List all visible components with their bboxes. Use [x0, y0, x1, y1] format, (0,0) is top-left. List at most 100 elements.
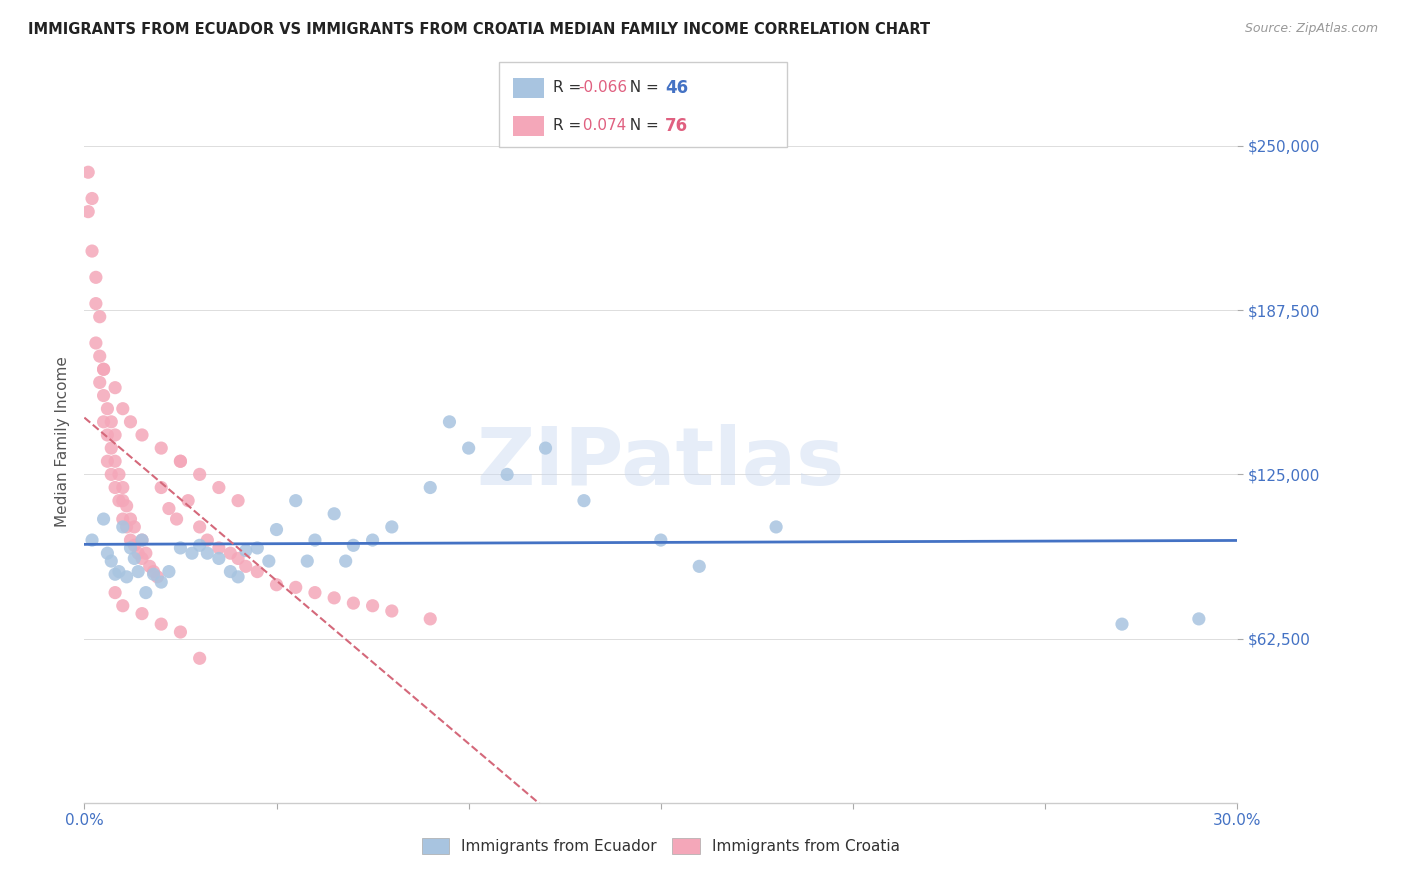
Point — [335, 554, 357, 568]
Point — [84, 270, 107, 285]
Point — [169, 454, 191, 468]
Point — [100, 467, 122, 482]
Point — [1188, 612, 1211, 626]
Point — [572, 493, 595, 508]
Point — [342, 596, 364, 610]
Point — [361, 599, 384, 613]
Point — [765, 520, 787, 534]
Point — [100, 441, 122, 455]
Point — [124, 520, 146, 534]
Point — [650, 533, 672, 547]
Point — [77, 204, 100, 219]
Point — [104, 585, 127, 599]
Point — [135, 585, 157, 599]
Point — [93, 512, 115, 526]
Point — [115, 570, 138, 584]
Point — [93, 362, 115, 376]
Point — [188, 538, 211, 552]
Point — [111, 512, 134, 526]
Point — [150, 575, 173, 590]
Point — [361, 533, 384, 547]
Point — [124, 538, 146, 552]
Point — [419, 612, 441, 626]
Text: R =: R = — [553, 80, 586, 95]
Text: 46: 46 — [665, 78, 688, 97]
Point — [246, 565, 269, 579]
Text: Source: ZipAtlas.com: Source: ZipAtlas.com — [1244, 22, 1378, 36]
Point — [93, 388, 115, 402]
Point — [284, 493, 307, 508]
Point — [120, 415, 142, 429]
Point — [1111, 617, 1133, 632]
Point — [120, 541, 142, 555]
Point — [127, 565, 149, 579]
Y-axis label: Median Family Income: Median Family Income — [55, 356, 70, 527]
Point — [266, 578, 288, 592]
Point — [534, 441, 557, 455]
Point — [142, 565, 165, 579]
Point — [195, 546, 218, 560]
Text: ZIPatlas: ZIPatlas — [477, 425, 845, 502]
Point — [208, 541, 231, 555]
Point — [100, 415, 122, 429]
Point — [188, 520, 211, 534]
Point — [84, 296, 107, 310]
Point — [235, 559, 257, 574]
Point — [111, 493, 134, 508]
Point — [419, 481, 441, 495]
Point — [195, 533, 218, 547]
Point — [297, 554, 319, 568]
Text: 76: 76 — [665, 117, 688, 135]
Point — [89, 310, 111, 324]
Point — [226, 570, 249, 584]
Point — [80, 244, 103, 258]
Point — [246, 541, 269, 555]
Point — [381, 520, 404, 534]
Point — [439, 415, 461, 429]
Point — [131, 533, 153, 547]
Point — [181, 546, 204, 560]
Point — [150, 481, 173, 495]
Point — [124, 551, 146, 566]
Point — [108, 493, 131, 508]
Point — [77, 165, 100, 179]
Text: R =: R = — [553, 119, 586, 134]
Legend: Immigrants from Ecuador, Immigrants from Croatia: Immigrants from Ecuador, Immigrants from… — [416, 832, 905, 860]
Point — [166, 512, 188, 526]
Point — [188, 651, 211, 665]
Point — [131, 533, 153, 547]
Point — [304, 533, 326, 547]
Point — [111, 599, 134, 613]
Point — [266, 523, 288, 537]
Point — [89, 349, 111, 363]
Point — [131, 551, 153, 566]
Point — [104, 428, 127, 442]
Point — [96, 454, 118, 468]
Point — [208, 551, 231, 566]
Point — [257, 554, 280, 568]
Point — [127, 546, 149, 560]
Point — [80, 192, 103, 206]
Point — [93, 415, 115, 429]
Point — [169, 541, 191, 555]
Point — [120, 533, 142, 547]
Point — [120, 512, 142, 526]
Point — [108, 467, 131, 482]
Point — [150, 441, 173, 455]
Point — [142, 567, 165, 582]
Point — [177, 493, 200, 508]
Point — [146, 570, 169, 584]
Point — [131, 607, 153, 621]
Point — [457, 441, 479, 455]
Point — [226, 493, 249, 508]
Text: N =: N = — [620, 80, 664, 95]
Point — [104, 454, 127, 468]
Point — [104, 481, 127, 495]
Point — [169, 454, 191, 468]
Text: -0.066: -0.066 — [578, 80, 627, 95]
Point — [80, 533, 103, 547]
Point — [89, 376, 111, 390]
Point — [188, 467, 211, 482]
Point — [157, 501, 180, 516]
Point — [111, 401, 134, 416]
